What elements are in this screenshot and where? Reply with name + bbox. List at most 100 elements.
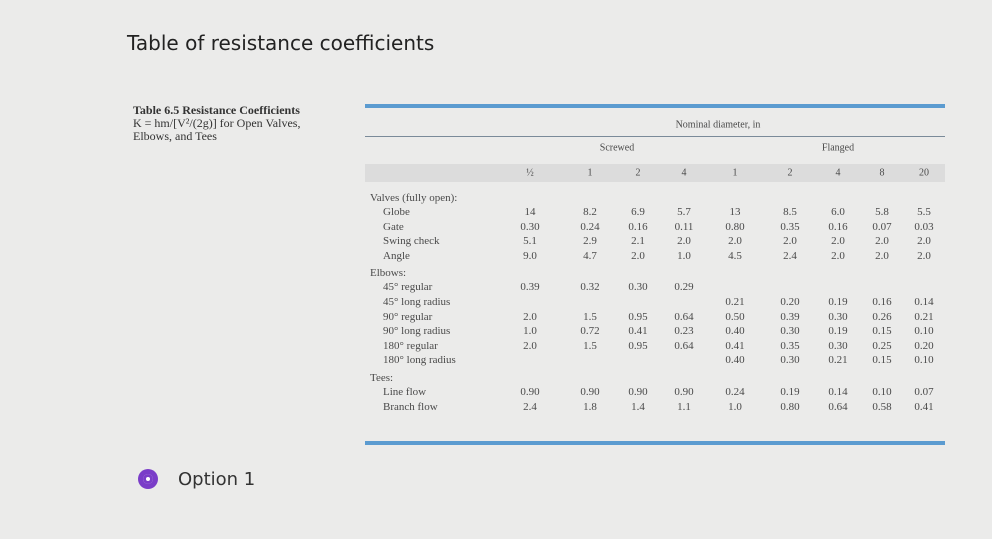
table-cell: 6.0: [831, 206, 845, 218]
table-cell: 5.7: [677, 206, 691, 218]
radio-button[interactable]: [138, 469, 158, 489]
table-cell: 0.15: [872, 354, 892, 367]
table-cell: 1.0: [677, 249, 691, 262]
table-cell: 2.0: [917, 235, 931, 248]
column-header: 8: [879, 167, 885, 179]
table-cell: 0.64: [828, 400, 848, 413]
table-cell: 0.26: [872, 310, 892, 323]
row-label: Gate: [383, 220, 404, 233]
table-cell: 0.30: [520, 220, 540, 233]
row-label: Line flow: [383, 386, 427, 398]
table-cell: 5.8: [875, 206, 889, 218]
row-label: Swing check: [383, 235, 440, 248]
table-cell: 0.16: [828, 220, 848, 233]
table-cell: 0.24: [580, 220, 600, 233]
table-cell: 0.20: [914, 339, 934, 352]
table-cell: 6.9: [631, 206, 645, 218]
table-cell: 2.4: [783, 249, 797, 262]
table-cell: 0.19: [828, 296, 848, 308]
row-label: 90° regular: [383, 310, 433, 323]
table-cell: 0.11: [674, 220, 694, 233]
table-cell: 0.39: [780, 310, 800, 323]
row-label: Globe: [383, 206, 410, 218]
table-cell: 0.21: [828, 354, 848, 367]
table-cell: 2.0: [875, 235, 889, 248]
table-cell: 1.4: [631, 400, 645, 413]
table-caption: Table 6.5 Resistance Coefficients K = hm/…: [133, 104, 300, 143]
table-cell: 2.0: [631, 249, 645, 262]
table-cell: 2.9: [583, 235, 597, 248]
row-label: 180° long radius: [383, 354, 456, 367]
table-cell: 1.8: [583, 400, 597, 413]
table-cell: 0.03: [914, 220, 934, 233]
top-rule: [365, 104, 945, 108]
table-cell: 1.0: [728, 400, 742, 413]
table-cell: 0.16: [872, 296, 892, 308]
group-header: Screwed: [599, 142, 635, 154]
table-cell: 1.0: [523, 325, 537, 338]
table-cell: 5.5: [917, 206, 931, 218]
table-cell: 1.1: [677, 400, 691, 413]
table-cell: 0.50: [725, 310, 745, 323]
column-header: 1: [587, 167, 593, 179]
column-header: 4: [835, 167, 841, 179]
table-cell: 0.80: [725, 220, 745, 233]
table-cell: 0.32: [580, 281, 600, 294]
caption-line: K = hm/[V²/(2g)] for Open Valves,: [133, 116, 301, 130]
table-cell: 0.14: [914, 296, 934, 308]
table-cell: 0.40: [725, 325, 745, 338]
page-title: Table of resistance coefficients: [127, 31, 435, 55]
table-cell: 2.1: [631, 235, 645, 248]
bottom-rule: [365, 441, 945, 445]
table-cell: 0.20: [780, 296, 800, 308]
table-cell: 0.35: [780, 339, 800, 352]
table-cell: 0.58: [872, 400, 892, 413]
table-cell: 0.30: [628, 281, 648, 294]
table-cell: 8.2: [583, 206, 597, 218]
table-cell: 0.64: [674, 339, 694, 352]
group-header: Flanged: [821, 142, 855, 154]
table-cell: 2.0: [831, 235, 845, 248]
column-header-band: [365, 164, 945, 182]
table-cell: 0.72: [580, 325, 600, 338]
table-cell: 14: [524, 206, 536, 218]
table-cell: 0.21: [914, 310, 934, 323]
header-rule: [365, 136, 945, 137]
section-heading: Tees:: [370, 372, 394, 384]
table-cell: 0.30: [780, 354, 800, 367]
table-cell: 0.29: [674, 281, 694, 294]
table-cell: 0.30: [828, 310, 848, 323]
table-cell: 0.35: [780, 220, 800, 233]
table-cell: 0.80: [780, 400, 800, 413]
table-cell: 0.07: [872, 220, 892, 233]
section-heading: Elbows:: [370, 267, 407, 280]
table-cell: 0.16: [628, 220, 648, 233]
row-label: Angle: [383, 249, 410, 262]
column-header: 1: [732, 167, 738, 179]
table-cell: 0.40: [725, 354, 745, 367]
table-cell: 2.0: [875, 249, 889, 262]
table-cell: 0.30: [828, 339, 848, 352]
row-label: Branch flow: [383, 400, 438, 413]
row-label: 45° regular: [383, 281, 433, 294]
table-cell: 0.90: [628, 386, 648, 398]
column-header: 2: [635, 167, 641, 179]
table-cell: 2.0: [677, 235, 691, 248]
table-cell: 0.21: [725, 296, 745, 308]
column-header: 20: [919, 167, 929, 179]
table-cell: 0.95: [628, 310, 648, 323]
table-cell: 2.0: [523, 339, 537, 352]
row-label: 180° regular: [383, 339, 438, 352]
caption-line: Elbows, and Tees: [133, 129, 217, 143]
table-cell: 0.30: [780, 325, 800, 338]
table-cell: 0.64: [674, 310, 694, 323]
table-cell: 8.5: [783, 206, 797, 218]
option-label[interactable]: Option 1: [178, 469, 256, 490]
table-cell: 13: [729, 206, 741, 218]
row-label: 90° long radius: [383, 325, 451, 338]
table-cell: 0.90: [580, 386, 600, 398]
table-cell: 0.39: [520, 281, 540, 294]
section-heading: Valves (fully open):: [370, 192, 458, 204]
table-cell: 2.0: [831, 249, 845, 262]
